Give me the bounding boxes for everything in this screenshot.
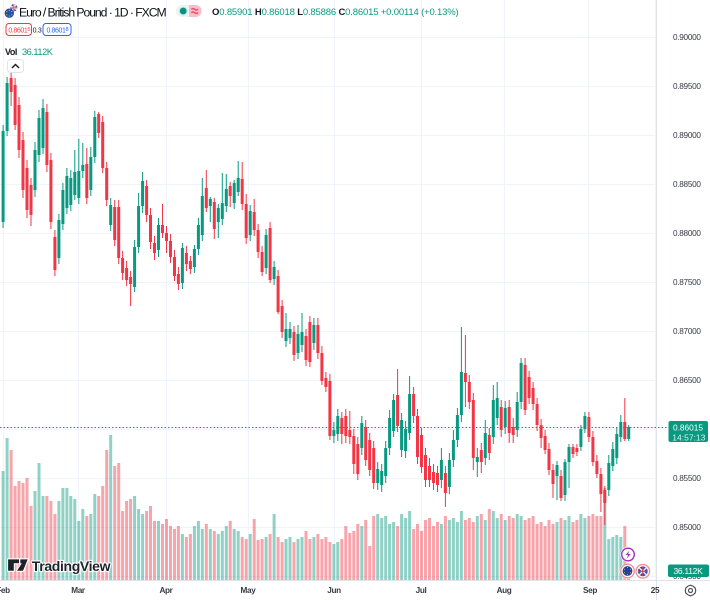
svg-text:Euro / British Pound · 1D · FX: Euro / British Pound · 1D · FXCM xyxy=(19,6,166,20)
svg-text:May: May xyxy=(241,586,257,595)
svg-text:0.85000: 0.85000 xyxy=(673,523,701,532)
svg-text:Apr: Apr xyxy=(159,586,173,595)
svg-text:Mar: Mar xyxy=(71,586,86,595)
svg-text:0.86015: 0.86015 xyxy=(673,423,703,433)
svg-text:0.88500: 0.88500 xyxy=(673,180,701,189)
svg-text:0.86018: 0.86018 xyxy=(47,27,69,35)
svg-text:14:57:13: 14:57:13 xyxy=(672,432,705,442)
svg-text:0.3: 0.3 xyxy=(33,27,42,34)
svg-text:Feb: Feb xyxy=(0,586,10,595)
svg-text:36.112K: 36.112K xyxy=(674,566,704,576)
svg-text:Jul: Jul xyxy=(416,586,427,595)
svg-text:O0.85901 H0.86018 L0.85886 C0.: O0.85901 H0.86018 L0.85886 C0.86015 +0.0… xyxy=(212,7,459,18)
svg-text:0.86015: 0.86015 xyxy=(8,27,30,35)
svg-text:0.89500: 0.89500 xyxy=(673,82,701,91)
svg-text:0.88000: 0.88000 xyxy=(673,229,701,238)
svg-text:TradingView: TradingView xyxy=(32,558,111,574)
svg-text:36.112K: 36.112K xyxy=(22,47,54,57)
svg-text:Jun: Jun xyxy=(327,586,341,595)
svg-text:0.87000: 0.87000 xyxy=(673,327,701,336)
svg-text:Vol: Vol xyxy=(5,47,17,57)
svg-text:0.86500: 0.86500 xyxy=(673,376,701,385)
svg-text:0.87500: 0.87500 xyxy=(673,278,701,287)
svg-text:Sep: Sep xyxy=(583,586,597,595)
svg-text:Aug: Aug xyxy=(497,586,512,595)
svg-text:0.85500: 0.85500 xyxy=(673,474,701,483)
svg-text:25: 25 xyxy=(651,586,660,595)
svg-text:0.89000: 0.89000 xyxy=(673,131,701,140)
svg-text:0.90000: 0.90000 xyxy=(673,33,701,42)
